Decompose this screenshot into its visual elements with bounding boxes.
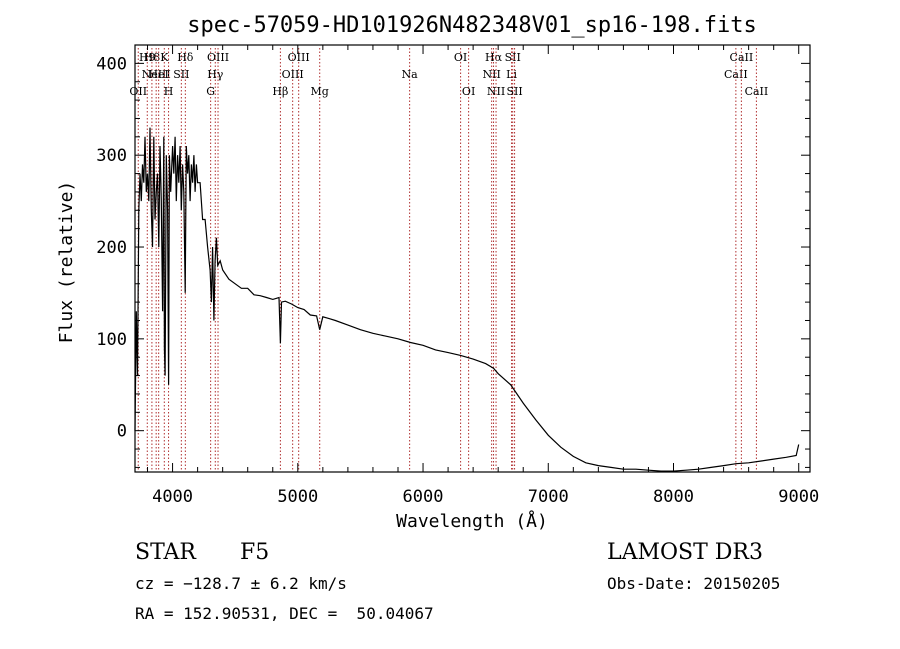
- line-marker-label: NeIII: [142, 68, 171, 81]
- line-marker-label: H8: [144, 51, 161, 64]
- line-marker-label: OIII: [207, 51, 229, 64]
- line-marker-label: SII: [173, 68, 189, 81]
- line-marker-label: OI: [454, 51, 467, 64]
- line-marker-label: HeI: [148, 68, 168, 81]
- line-marker-label: OII: [129, 85, 147, 98]
- line-marker-label: CaII: [745, 85, 769, 98]
- redshift-value: cz = −128.7 ± 6.2 km/s: [135, 574, 347, 593]
- line-marker-label: OI: [462, 85, 475, 98]
- line-marker-label: Hβ: [272, 85, 288, 98]
- line-marker-label: NII: [482, 68, 500, 81]
- line-marker-label: Hγ: [207, 68, 224, 81]
- y-tick-label: 300: [96, 146, 127, 166]
- x-tick-label: 5000: [277, 487, 318, 507]
- line-marker-label: OIII: [282, 68, 304, 81]
- line-marker-label: G: [206, 85, 215, 98]
- y-tick-label: 100: [96, 330, 127, 350]
- object-subclass: F5: [240, 540, 270, 565]
- chart-title: spec-57059-HD101926N482348V01_sp16-198.f…: [187, 13, 757, 38]
- line-marker-label: K: [160, 51, 169, 64]
- y-tick-label: 0: [117, 422, 127, 442]
- y-tick-label: 200: [96, 238, 127, 258]
- x-tick-label: 7000: [528, 487, 569, 507]
- line-marker-label: H: [164, 85, 174, 98]
- line-marker-label: Hα: [485, 51, 503, 64]
- spectrum-line: [134, 127, 800, 472]
- line-marker-label: CaII: [724, 68, 748, 81]
- x-axis: 4000 5000 6000 7000 8000 9000: [147, 45, 819, 507]
- plot-frame: [134, 44, 811, 473]
- line-marker-label: Mg: [311, 85, 329, 98]
- line-marker-label: H9: [139, 51, 156, 64]
- survey-name: LAMOST DR3: [607, 540, 763, 565]
- x-tick-label: 6000: [403, 487, 444, 507]
- y-tick-label: 400: [96, 54, 127, 74]
- y-axis: 0 100 200 300 400: [96, 44, 810, 468]
- x-tick-label: 8000: [653, 487, 694, 507]
- line-marker-label: Li: [506, 68, 517, 81]
- object-class: STAR: [135, 540, 196, 565]
- line-marker-label: Na: [402, 68, 419, 81]
- y-axis-label: Flux (relative): [56, 181, 77, 344]
- x-tick-label: 4000: [152, 487, 193, 507]
- x-tick-label: 9000: [778, 487, 819, 507]
- line-marker-label: SII: [506, 85, 522, 98]
- x-axis-label: Wavelength (Å): [396, 510, 548, 532]
- line-marker-label: CaII: [730, 51, 754, 64]
- line-marker-label: Hδ: [177, 51, 194, 64]
- observation-date: Obs-Date: 20150205: [607, 574, 781, 593]
- line-marker-label: OIII: [288, 51, 310, 64]
- line-marker-label: NII: [487, 85, 505, 98]
- sky-coordinates: RA = 152.90531, DEC = 50.04067: [135, 604, 434, 623]
- spectrum-chart: spec-57059-HD101926N482348V01_sp16-198.f…: [56, 13, 819, 532]
- line-marker-label: SII: [505, 51, 521, 64]
